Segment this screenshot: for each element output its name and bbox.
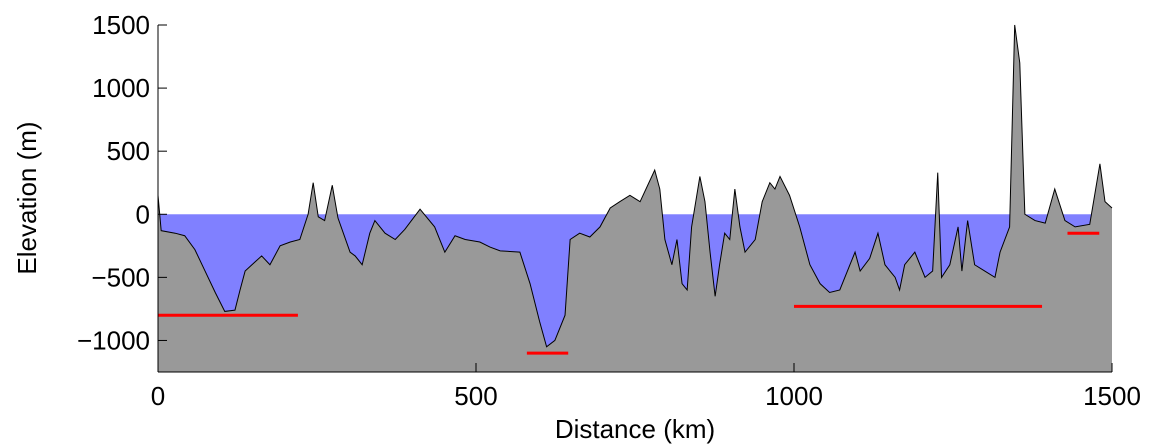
x-tick-label: 0: [151, 381, 165, 411]
x-tick-label: 1500: [1083, 381, 1141, 411]
x-tick-label: 1000: [765, 381, 823, 411]
y-tick-label: −1000: [77, 325, 150, 355]
x-axis-label: Distance (km): [555, 414, 715, 444]
y-tick-label: −500: [91, 262, 150, 292]
terrain-line: [157, 24, 1113, 348]
x-tick-label: 500: [454, 381, 497, 411]
y-tick-label: 500: [107, 136, 150, 166]
y-tick-label: 1500: [92, 10, 150, 40]
y-axis-label: Elevation (m): [12, 121, 42, 274]
y-tick-label: 1000: [92, 73, 150, 103]
y-tick-label: 0: [136, 199, 150, 229]
